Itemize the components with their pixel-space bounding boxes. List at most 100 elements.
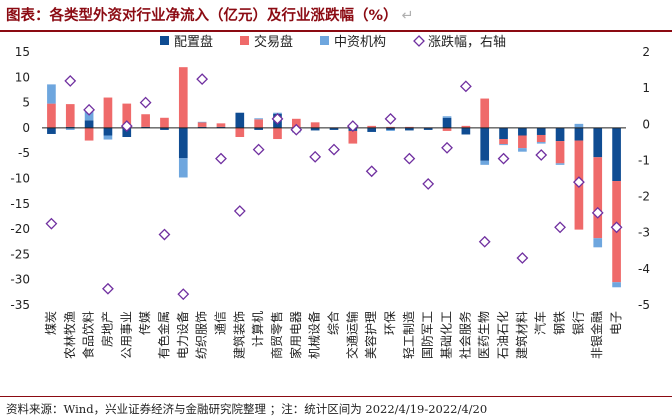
category-label: 农林牧渔 bbox=[63, 311, 77, 359]
bar-allocation bbox=[197, 126, 207, 128]
bar-chinese bbox=[480, 160, 490, 165]
legend-chinese-label: 中资机构 bbox=[334, 35, 386, 50]
legend-allocation-swatch bbox=[160, 36, 169, 45]
left-tick-label: -5 bbox=[18, 146, 30, 160]
bar-chinese bbox=[574, 123, 584, 128]
category-label: 传媒 bbox=[137, 311, 152, 335]
bar-allocation bbox=[612, 127, 621, 182]
legend: 配置盘 交易盘 中资机构 涨跌幅，右轴 bbox=[160, 34, 506, 50]
bar-trading bbox=[216, 123, 226, 127]
bar-trading bbox=[367, 125, 377, 128]
category-label: 商贸零售 bbox=[269, 311, 284, 359]
bar-trading bbox=[84, 127, 94, 141]
change-marker bbox=[497, 152, 510, 165]
legend-change-label: 涨跌幅，右轴 bbox=[428, 34, 506, 50]
left-tick-label: 5 bbox=[22, 96, 30, 110]
right-tick-label: -3 bbox=[638, 226, 650, 240]
change-marker bbox=[271, 112, 284, 125]
category-label: 交通运输 bbox=[344, 311, 359, 359]
bar-allocation bbox=[536, 127, 546, 135]
change-marker bbox=[83, 103, 96, 116]
bar-trading bbox=[273, 127, 282, 140]
bar-allocation bbox=[367, 127, 377, 132]
change-marker bbox=[516, 252, 529, 264]
category-label: 公用事业 bbox=[119, 311, 133, 359]
category-label: 综合 bbox=[326, 311, 341, 335]
bar-trading bbox=[555, 141, 565, 164]
change-marker bbox=[535, 149, 548, 161]
left-tick-label: -10 bbox=[10, 172, 30, 186]
change-marker bbox=[328, 143, 340, 156]
bar-allocation bbox=[593, 127, 603, 158]
bar-allocation bbox=[47, 127, 56, 134]
left-tick-label: -15 bbox=[10, 197, 30, 211]
bar-chinese bbox=[518, 148, 527, 152]
change-marker bbox=[309, 150, 322, 163]
bar-trading bbox=[178, 67, 188, 128]
category-label: 电力设备 bbox=[176, 311, 190, 359]
right-tick-label: -1 bbox=[638, 153, 650, 167]
bar-trading bbox=[65, 104, 75, 127]
change-marker bbox=[346, 120, 359, 133]
left-tick-label: -20 bbox=[10, 222, 30, 236]
legend-trading-label: 交易盘 bbox=[254, 34, 293, 50]
bar-trading bbox=[291, 118, 301, 128]
legend-chinese-swatch bbox=[320, 36, 329, 45]
title-bar: 图表：各类型外资对行业净流入（亿元）及行业涨跌幅（%） ↵ bbox=[0, 0, 672, 32]
change-marker bbox=[591, 206, 604, 219]
change-marker bbox=[610, 221, 623, 234]
bar-chinese bbox=[254, 118, 263, 120]
bar-allocation bbox=[122, 127, 132, 138]
bar-allocation bbox=[461, 127, 471, 135]
bar-trading bbox=[593, 157, 603, 239]
bar-chinese bbox=[555, 163, 565, 165]
change-marker bbox=[177, 288, 190, 301]
bar-trading bbox=[518, 135, 527, 149]
right-tick-label: -5 bbox=[638, 298, 650, 312]
bar-trading bbox=[122, 103, 132, 128]
bar-trading bbox=[197, 122, 207, 127]
category-label: 纺织服饰 bbox=[195, 311, 209, 359]
left-tick-label: 0 bbox=[22, 121, 30, 135]
legend-change-swatch bbox=[413, 35, 425, 47]
change-marker bbox=[252, 143, 265, 156]
bar-allocation bbox=[84, 120, 94, 128]
bar-trading bbox=[348, 130, 358, 144]
category-label: 钢铁 bbox=[553, 311, 567, 335]
bar-trading bbox=[536, 134, 546, 143]
bar-chinese bbox=[536, 142, 546, 144]
bar-allocation bbox=[178, 127, 188, 159]
change-marker bbox=[233, 205, 246, 217]
change-marker bbox=[196, 73, 209, 86]
category-label: 食品饮料 bbox=[81, 311, 96, 359]
bar-chinese bbox=[593, 238, 603, 248]
bar-allocation bbox=[574, 127, 584, 141]
bar-trading bbox=[442, 127, 452, 131]
change-markers bbox=[45, 73, 623, 301]
category-label: 环保 bbox=[383, 311, 397, 335]
left-tick-label: 15 bbox=[15, 45, 30, 59]
change-marker bbox=[422, 178, 435, 190]
bar-allocation bbox=[310, 127, 320, 131]
bar-allocation bbox=[405, 127, 414, 131]
category-label: 有色金属 bbox=[156, 311, 171, 359]
right-tick-label: 0 bbox=[642, 117, 650, 131]
right-tick-label: 1 bbox=[642, 81, 650, 95]
right-tick-label: -2 bbox=[638, 190, 650, 204]
bar-allocation bbox=[480, 127, 490, 161]
left-tick-label: -35 bbox=[10, 298, 30, 312]
bar-allocation bbox=[254, 127, 263, 130]
bar-chinese bbox=[178, 158, 188, 178]
category-label: 煤炭 bbox=[44, 311, 58, 335]
bar-chinese bbox=[386, 129, 395, 131]
category-label: 美容护理 bbox=[363, 311, 378, 359]
bar-allocation bbox=[235, 112, 245, 128]
legend-allocation-label: 配置盘 bbox=[174, 34, 213, 50]
chart-title-text: 图表：各类型外资对行业净流入（亿元）及行业涨跌幅（%） bbox=[6, 8, 398, 24]
bar-trading bbox=[480, 98, 490, 128]
bar-allocation bbox=[216, 126, 226, 128]
change-marker bbox=[290, 123, 303, 136]
bar-trading bbox=[461, 125, 471, 128]
category-label: 家用电器 bbox=[288, 311, 303, 359]
change-marker bbox=[139, 96, 152, 109]
